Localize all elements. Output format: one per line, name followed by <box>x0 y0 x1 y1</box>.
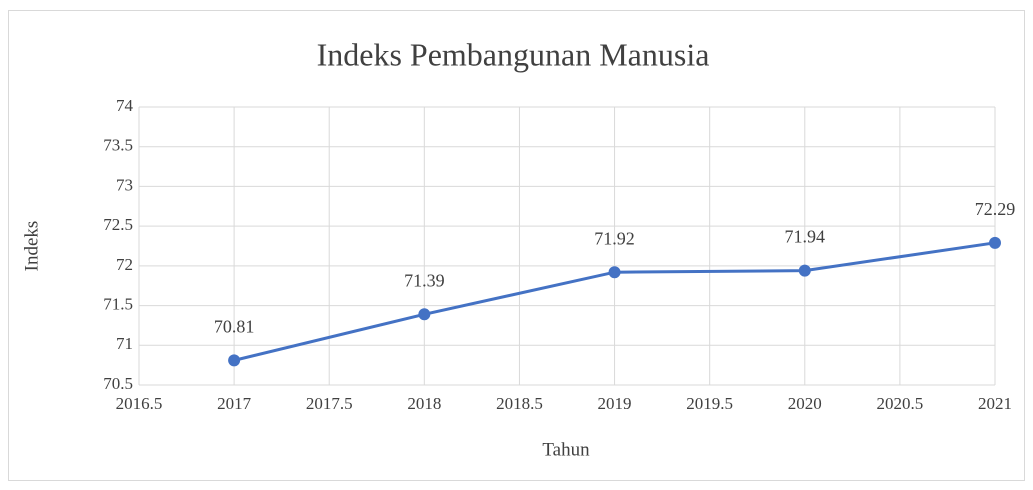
x-tick-label: 2018 <box>407 394 441 413</box>
x-tick-label: 2018.5 <box>496 394 543 413</box>
x-tick-label: 2020 <box>788 394 822 413</box>
y-tick-label: 73 <box>116 175 133 194</box>
y-axis-label: Indeks <box>21 221 42 272</box>
data-label: 72.29 <box>975 199 1016 219</box>
y-tick-label: 72.5 <box>103 215 133 234</box>
data-point <box>418 308 431 321</box>
data-point <box>608 266 621 279</box>
y-tick-label: 71 <box>116 334 133 353</box>
y-tick-label: 71.5 <box>103 294 133 313</box>
data-label: 71.92 <box>594 228 635 248</box>
y-tick-label: 72 <box>116 255 133 274</box>
x-tick-label: 2019 <box>598 394 632 413</box>
x-tick-label: 2017 <box>217 394 252 413</box>
y-tick-label: 74 <box>116 96 134 115</box>
chart-border <box>8 10 1025 481</box>
x-tick-label: 2016.5 <box>116 394 163 413</box>
chart-title: Indeks Pembangunan Manusia <box>317 36 710 72</box>
data-label: 71.39 <box>404 270 445 290</box>
data-point <box>798 264 811 277</box>
x-tick-label: 2019.5 <box>686 394 733 413</box>
data-label: 71.94 <box>785 227 826 247</box>
x-tick-label: 2021 <box>978 394 1012 413</box>
data-point <box>989 236 1001 249</box>
data-point <box>228 354 241 367</box>
x-axis-label: Tahun <box>542 439 590 460</box>
y-tick-label: 70.5 <box>103 374 133 393</box>
x-tick-label: 2020.5 <box>877 394 924 413</box>
data-label: 70.81 <box>214 317 255 337</box>
y-tick-label: 73.5 <box>103 136 133 155</box>
x-tick-label: 2017.5 <box>306 394 353 413</box>
